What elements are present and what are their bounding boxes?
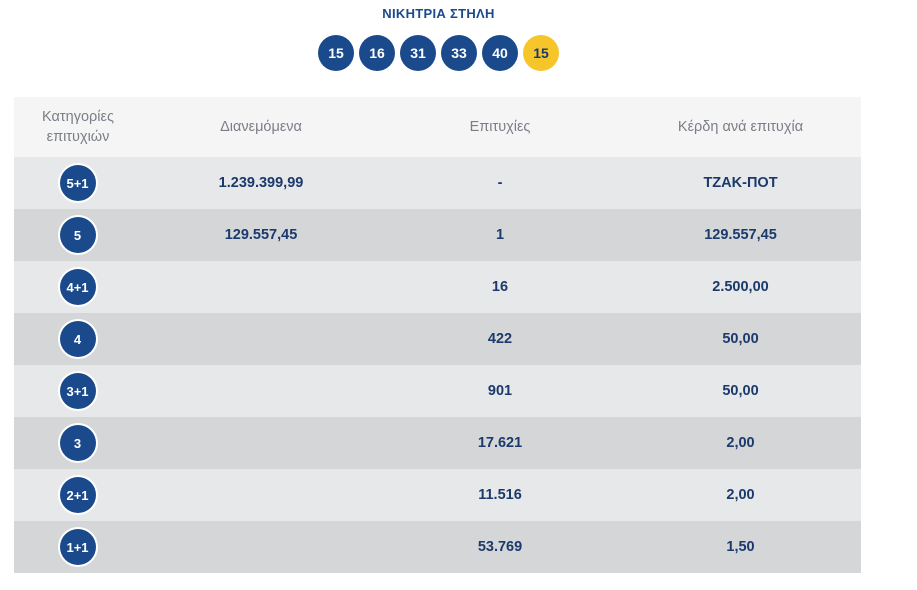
category-badge: 2+1: [59, 477, 96, 513]
prize-cell: 2,00: [726, 435, 755, 451]
table-row: 2+1 11.516 2,00: [14, 469, 861, 521]
table-header: Κατηγορίες επιτυχιών Διανεμόμενα Επιτυχί…: [14, 97, 861, 157]
winners-cell: 422: [487, 331, 513, 347]
table-row: 4 422 50,00: [14, 313, 861, 365]
winners-cell: 53.769: [477, 539, 523, 555]
prize-cell: 2.500,00: [712, 279, 769, 295]
distributed-cell: 129.557,45: [224, 227, 298, 243]
winners-cell: 1: [495, 227, 505, 243]
prize-cell: 1,50: [726, 539, 755, 555]
prize-cell: 2,00: [726, 487, 755, 503]
joker-ball: 15: [523, 35, 559, 71]
winners-cell: 11.516: [478, 487, 522, 503]
header-categories-line1: Κατηγορίες: [42, 109, 114, 125]
prize-cell: 129.557,45: [704, 227, 777, 243]
table-row: 3+1 901 50,00: [14, 365, 861, 417]
prize-table: Κατηγορίες επιτυχιών Διανεμόμενα Επιτυχί…: [14, 97, 861, 573]
winners-cell: 17.621: [477, 435, 523, 451]
winners-cell: 901: [487, 383, 513, 399]
header-prize: Κέρδη ανά επιτυχία: [677, 119, 804, 135]
winners-cell: -: [497, 175, 503, 191]
prize-cell: 50,00: [722, 383, 759, 399]
table-row: 1+1 53.769 1,50: [14, 521, 861, 573]
category-badge: 5+1: [59, 165, 96, 201]
number-ball: 16: [359, 35, 395, 71]
category-badge: 5: [59, 217, 96, 253]
number-ball: 15: [318, 35, 354, 71]
table-row: 5 129.557,45 1 129.557,45: [14, 209, 861, 261]
number-ball: 33: [441, 35, 477, 71]
header-winners: Επιτυχίες: [469, 119, 531, 135]
winning-numbers: 15 16 31 33 40 15: [318, 35, 559, 71]
prize-cell: 50,00: [722, 331, 759, 347]
winners-cell: 16: [491, 279, 509, 295]
category-badge: 4: [59, 321, 96, 357]
number-ball: 31: [400, 35, 436, 71]
winning-column-title: ΝΙΚΗΤΡΙΑ ΣΤΗΛΗ: [382, 6, 495, 21]
prize-cell: ΤΖΑΚ-ΠΟΤ: [703, 175, 778, 191]
table-row: 3 17.621 2,00: [14, 417, 861, 469]
table-row: 5+1 1.239.399,99 - ΤΖΑΚ-ΠΟΤ: [14, 157, 861, 209]
table-row: 4+1 16 2.500,00: [14, 261, 861, 313]
category-badge: 1+1: [59, 529, 96, 565]
header-distributed: Διανεμόμενα: [220, 119, 302, 135]
distributed-cell: 1.239.399,99: [218, 175, 304, 191]
header-categories-line2: επιτυχιών: [46, 129, 110, 145]
header-categories: Κατηγορίες επιτυχιών: [14, 107, 142, 147]
category-badge: 4+1: [59, 269, 96, 305]
category-badge: 3: [59, 425, 96, 461]
category-badge: 3+1: [59, 373, 96, 409]
number-ball: 40: [482, 35, 518, 71]
